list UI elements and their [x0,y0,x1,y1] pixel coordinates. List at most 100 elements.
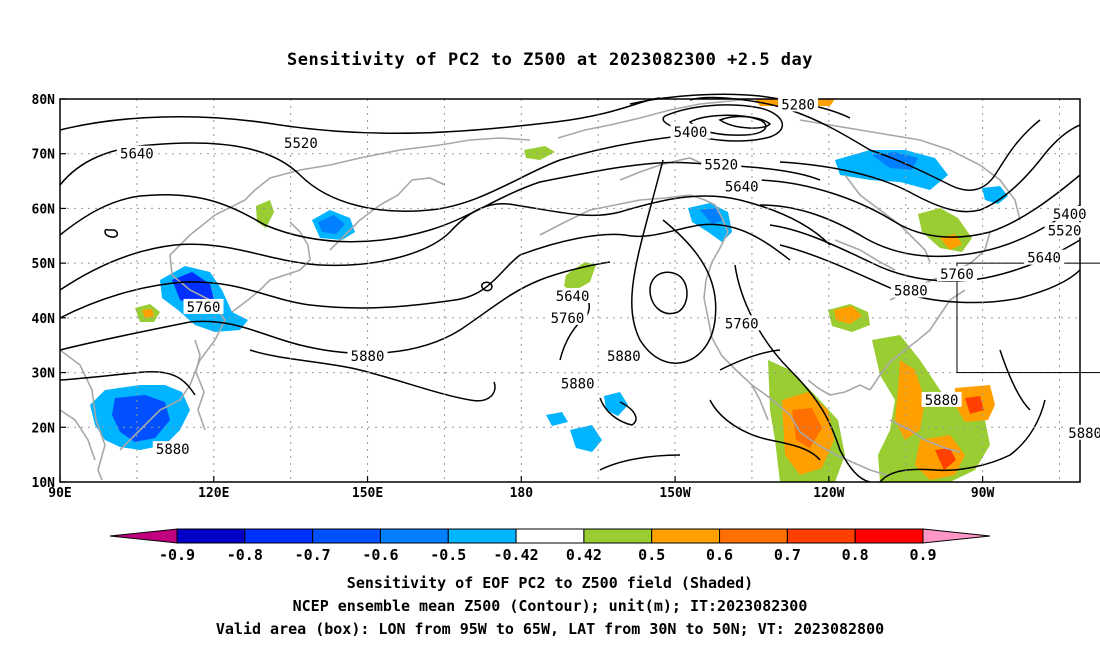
shade-orange-southeast-us [895,360,925,440]
lon-tick-label: 150E [352,486,383,501]
contour-label-bg [721,178,762,194]
shade-orange-east-china [142,309,154,318]
contour-label-bg [701,156,742,172]
shade-blue-hawaii [604,392,628,416]
contour-label: 5640 [1027,251,1061,267]
contour-label: 5880 [351,349,385,365]
shade-orange-great-lakes [834,306,862,324]
shade-green-kamchatka [256,200,274,228]
contour-label-bg [116,145,157,161]
colorbar-label: -0.7 [295,546,331,564]
shade-blue-gulf-alaska [688,203,732,242]
contour-label: 5880 [156,442,190,458]
z500-contours [59,93,1081,483]
shade-blue-south-china-core [112,395,170,442]
lat-tick-label: 70N [32,148,56,163]
contour-label: 5760 [187,300,221,316]
colorbar-swatch [854,528,924,544]
colorbar-label: 0.9 [909,546,936,564]
colorbar-under-arrow [109,528,178,544]
colorbar-label: -0.5 [430,546,466,564]
shade-blue-hudson-east [982,186,1008,204]
shade-red-atlantic [965,396,984,414]
colorbar-over-arrow [922,528,991,544]
colorbar-label: -0.9 [159,546,195,564]
colorbar-swatch [379,528,449,544]
contour-label-bg [603,348,644,364]
caption-contour: NCEP ensemble mean Z500 (Contour); unit(… [292,597,808,615]
colorbar-swatch [651,528,721,544]
lon-tick-label: 150W [659,486,690,501]
caption-shading: Sensitivity of EOF PC2 to Z500 field (Sh… [346,574,754,592]
colorbar-swatch [786,528,856,544]
lat-tick-label: 80N [32,93,56,108]
lat-tick-label: 40N [32,312,56,327]
colorbar-label: 0.7 [774,546,801,564]
colorbar-label: -0.6 [362,546,398,564]
caption-valid-area: Valid area (box): LON from 95W to 65W, L… [215,620,885,638]
colorbar-label: 0.6 [706,546,733,564]
contour-label-bg [152,441,193,457]
contour-label-bg [1024,249,1065,265]
colorbar-label: 0.8 [842,546,869,564]
contour-label: 5880 [607,349,641,365]
contour-label-bg [1065,424,1100,440]
shade-blue-sakhalin-core [318,215,345,234]
colorbar: -0.9 -0.8 -0.7 -0.6 -0.5 -0.42 0.42 0.5 0.6 0.7 0.… [109,528,991,564]
contour-label-bg [936,266,977,282]
contour-label-bg [670,123,711,139]
sensitivity-shading [90,99,1008,482]
lat-tick-label: 50N [32,257,56,272]
contour-label: 5520 [1048,223,1082,239]
contour-label: 5760 [940,267,974,283]
contour-label-bg [183,298,224,314]
shade-blue-central-pacific [570,425,602,452]
colorbar-label: -0.42 [494,546,539,564]
shade-blue-central-pacific-2 [546,412,568,426]
colorbar-label: -0.8 [227,546,263,564]
lon-tick-label: 90E [48,486,71,501]
colorbar-label: 0.42 [566,546,602,564]
map-frame [59,98,1081,483]
shade-orange-mexico-core [792,408,822,448]
shade-green-bering [524,146,555,160]
colorbar-swatch [583,528,653,544]
contour-label-bg [721,315,762,331]
contour-label-bg [1049,205,1090,221]
colorbar-swatch [447,528,517,544]
colorbar-swatch [244,528,314,544]
lat-tick-label: 10N [32,476,56,491]
lat-tick-label: 60N [32,202,56,217]
contour-labels: 5640552054005280552056405400552056405760… [116,96,1100,458]
shade-blue-hudson-core [872,152,918,170]
contour-label: 5760 [725,316,759,332]
shade-green-pacific [564,262,596,292]
contour-label-bg [280,134,321,150]
map-border [59,98,1081,483]
contour-label: 5640 [556,289,590,305]
contour-label: 5520 [284,136,318,152]
contour-label: 5400 [1053,207,1087,223]
shade-orange-labrador [940,234,962,250]
shade-blue-hudson [835,150,948,190]
shade-green-labrador [918,208,972,252]
contour-label: 5880 [1068,426,1100,442]
contour-label-bg [547,309,588,325]
colorbar-swatch [515,528,585,544]
map-title: Sensitivity of PC2 to Z500 at 2023082300… [286,50,813,70]
contour-label: 5280 [781,97,815,113]
colorbar-swatch [719,528,788,544]
contour-label: 5400 [674,125,708,141]
contour-label: 5880 [925,393,959,409]
contour-label-bg [921,391,962,407]
contour-label-bg [890,282,931,298]
lon-tick-label: 120W [813,486,844,501]
contour-label: 5640 [725,180,759,196]
contour-label-bg [1044,222,1085,238]
lat-tick-label: 20N [32,421,56,436]
contour-label-bg [557,375,598,391]
shade-red-caribbean [935,448,956,470]
contour-label-bg [778,96,819,112]
